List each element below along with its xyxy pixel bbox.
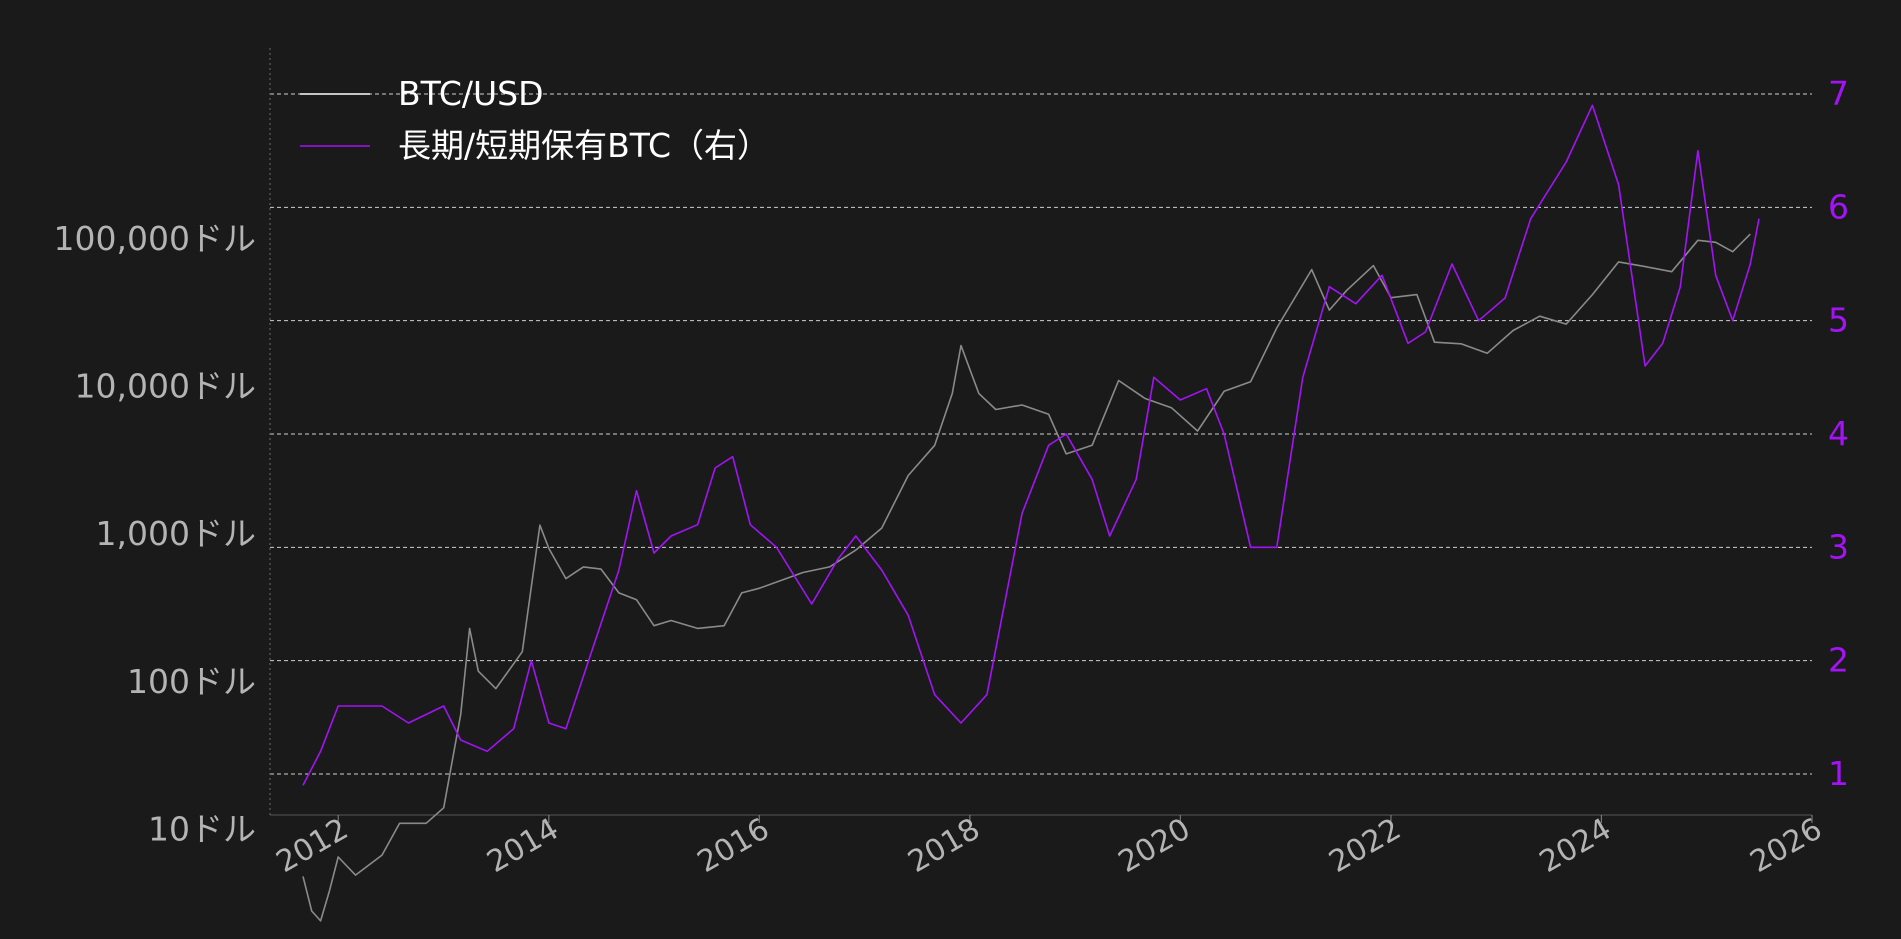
left-tick-label: 10ドル (148, 809, 256, 848)
x-tick-label: 2022 (1323, 812, 1407, 880)
right-tick-label: 7 (1828, 74, 1849, 113)
left-tick-label: 1,000ドル (96, 514, 256, 553)
legend-label: 長期/短期保有BTC（右） (398, 126, 770, 165)
legend-label: BTC/USD (398, 74, 544, 113)
legend: BTC/USD 長期/短期保有BTC（右） (300, 74, 770, 165)
x-tick-label: 2026 (1744, 812, 1828, 880)
left-tick-label: 100,000ドル (54, 219, 256, 258)
right-tick-label: 3 (1828, 527, 1849, 566)
x-tick-label: 2014 (481, 812, 565, 880)
x-tick-label: 2020 (1113, 812, 1197, 880)
x-tick-label: 2018 (902, 812, 986, 880)
grid-lines (270, 93, 1812, 775)
series-layer (302, 104, 1760, 922)
holder-ratio-line (302, 104, 1760, 786)
right-tick-label: 6 (1828, 187, 1849, 226)
right-tick-label: 4 (1828, 414, 1849, 453)
x-tick-label: 2016 (692, 812, 776, 880)
right-tick-label: 5 (1828, 301, 1849, 340)
left-tick-label: 100ドル (127, 662, 256, 701)
x-tick-label: 2012 (271, 812, 355, 880)
x-tick-label: 2024 (1534, 812, 1618, 880)
left-tick-label: 10,000ドル (75, 367, 256, 406)
btc-usd-line (302, 233, 1751, 922)
axes: 10ドル 100ドル 1,000ドル 10,000ドル 100,000ドル 1 2 3 4 5 6 7… (54, 48, 1849, 880)
right-tick-label: 1 (1828, 754, 1849, 793)
right-tick-label: 2 (1828, 641, 1849, 680)
